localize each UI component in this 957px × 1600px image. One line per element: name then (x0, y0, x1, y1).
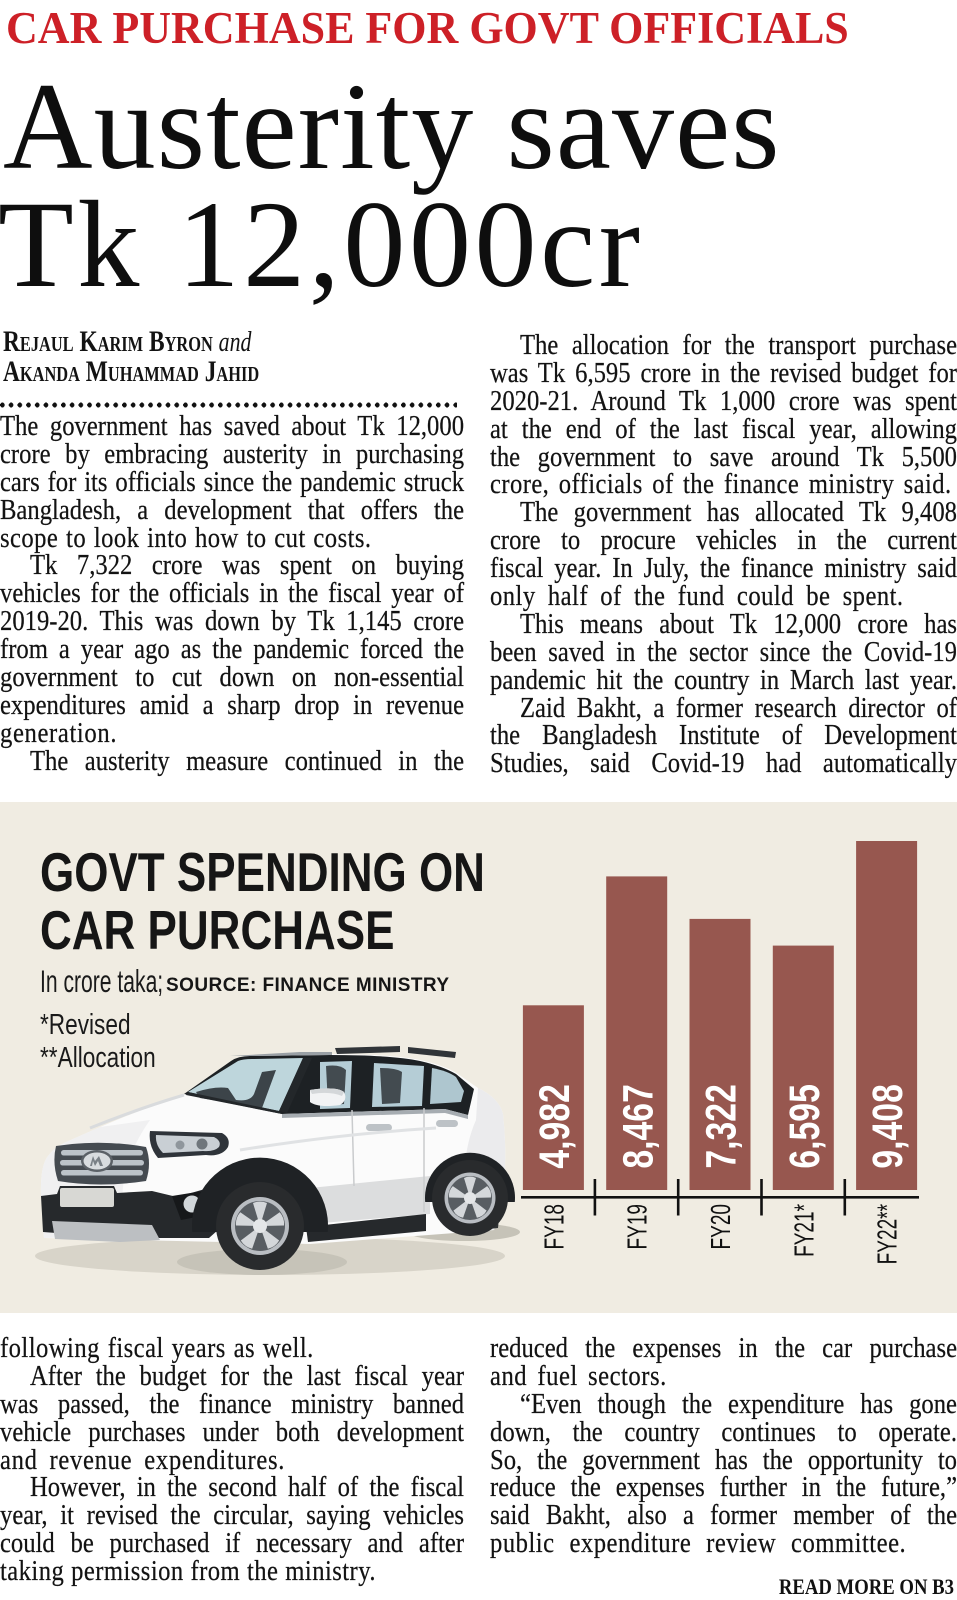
svg-text:FY20: FY20 (705, 1204, 737, 1250)
svg-text:6,595: 6,595 (781, 1084, 829, 1168)
svg-text:FY21*: FY21* (789, 1204, 821, 1257)
svg-text:9,408: 9,408 (864, 1084, 912, 1168)
svg-text:4,982: 4,982 (531, 1084, 579, 1168)
svg-text:8,467: 8,467 (614, 1084, 662, 1168)
svg-text:7,322: 7,322 (698, 1084, 746, 1168)
svg-text:FY22**: FY22** (872, 1204, 904, 1264)
svg-text:FY19: FY19 (622, 1204, 654, 1250)
svg-text:FY18: FY18 (539, 1204, 571, 1250)
